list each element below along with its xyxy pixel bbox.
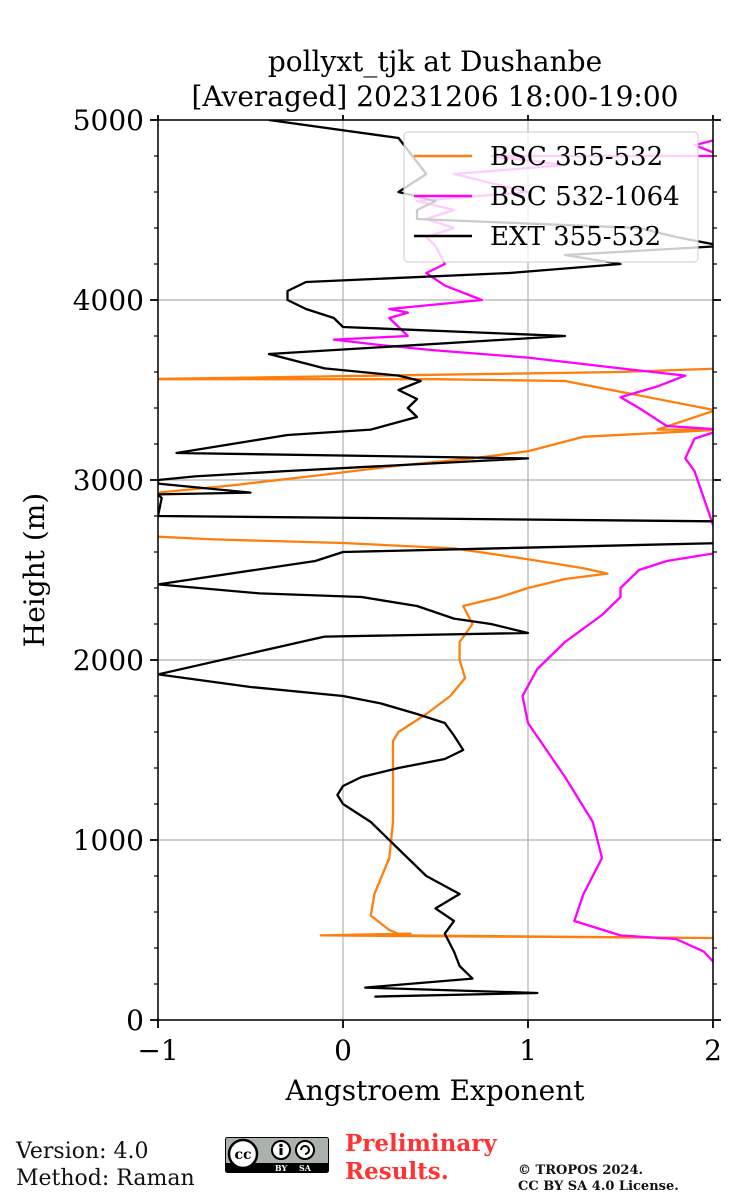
x-tick-label: −1 <box>137 1034 178 1067</box>
y-tick-label: 5000 <box>73 104 144 137</box>
legend: BSC 355-532 BSC 532-1064 EXT 355-532 <box>403 131 699 263</box>
badge-cc-text: cc <box>234 1147 251 1163</box>
badge-sa-text: SA <box>299 1163 312 1173</box>
y-tick-label: 3000 <box>73 464 144 497</box>
x-tick-label: 0 <box>334 1034 352 1067</box>
preliminary-results: Preliminary Results. <box>345 1130 497 1186</box>
y-tick-label: 0 <box>126 1004 144 1037</box>
x-tick-label: 1 <box>519 1034 537 1067</box>
angstroem-profile-chart: pollyxt_tjk at Dushanbe [Averaged] 20231… <box>18 45 722 1107</box>
y-axis-label: Height (m) <box>18 493 51 647</box>
version-label: Version: 4.0 <box>16 1139 149 1164</box>
y-tick-label: 4000 <box>73 284 144 317</box>
series-line-ext-355-532 <box>158 120 713 998</box>
copyright-line-1: © TROPOS 2024. <box>518 1163 644 1178</box>
chart-subtitle: [Averaged] 20231206 18:00-19:00 <box>192 80 679 113</box>
chart-title: pollyxt_tjk at Dushanbe <box>268 45 602 78</box>
legend-label-bsc-355-532: BSC 355-532 <box>490 142 663 172</box>
series-line-bsc-355-532 <box>158 367 713 940</box>
legend-box <box>403 131 699 263</box>
x-tick-label: 2 <box>704 1034 722 1067</box>
legend-label-bsc-532-1064: BSC 532-1064 <box>490 182 680 212</box>
legend-label-ext-355-532: EXT 355-532 <box>490 222 661 252</box>
version-info: Version: 4.0 Method: Raman <box>16 1138 195 1192</box>
cc-by-sa-icon: cc BY SA <box>225 1137 329 1173</box>
x-axis-label: Angstroem Exponent <box>285 1074 586 1107</box>
y-tick-label: 1000 <box>73 824 144 857</box>
badge-by-text: BY <box>275 1163 288 1173</box>
preliminary-line-2: Results. <box>345 1158 449 1185</box>
preliminary-line-1: Preliminary <box>345 1130 497 1157</box>
copyright-notice: © TROPOS 2024. CC BY SA 4.0 License. <box>518 1163 679 1195</box>
plot-frame <box>157 119 714 1021</box>
copyright-line-2: CC BY SA 4.0 License. <box>518 1179 679 1194</box>
y-tick-label: 2000 <box>73 644 144 677</box>
method-label: Method: Raman <box>16 1166 195 1191</box>
